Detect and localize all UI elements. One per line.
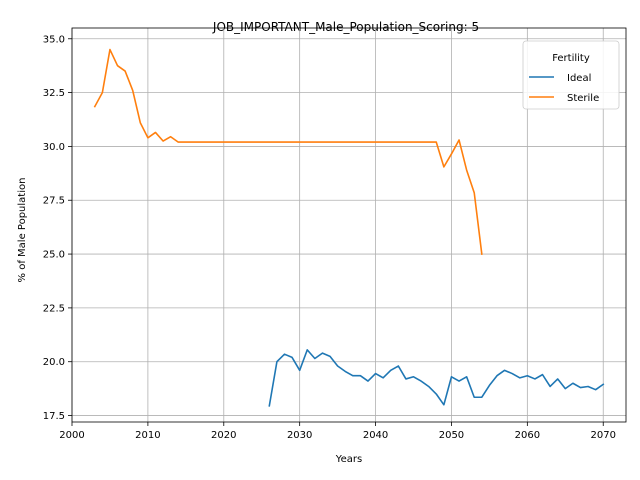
y-tick-label: 22.5 <box>43 303 65 314</box>
y-tick-label: 32.5 <box>43 88 65 99</box>
y-axis-ticks: 17.5 20.0 22.5 25.0 27.5 30.0 32.5 35.0 <box>43 34 72 422</box>
series-line-sterile <box>93 48 483 255</box>
x-tick-label: 2000 <box>59 430 84 441</box>
x-tick-label: 2070 <box>591 430 616 441</box>
legend-label-ideal: Ideal <box>567 73 591 84</box>
plot-frame <box>71 27 627 423</box>
y-tick-label: 25.0 <box>43 250 65 261</box>
chart-title: JOB_IMPORTANT_Male_Population_Scoring: 5 <box>212 20 479 34</box>
x-tick-label: 2040 <box>363 430 388 441</box>
x-tick-label: 2060 <box>515 430 540 441</box>
y-tick-label: 30.0 <box>43 142 65 153</box>
y-tick-label: 20.0 <box>43 357 65 368</box>
y-axis-label: % of Male Population <box>17 178 28 283</box>
legend: Fertility Ideal Sterile <box>522 40 620 110</box>
x-axis-ticks: 2000 2010 2020 2030 2040 2050 2060 2070 <box>59 422 616 441</box>
legend-box <box>522 40 620 110</box>
y-tick-label: 17.5 <box>43 411 65 422</box>
y-tick-label: 27.5 <box>43 196 65 207</box>
x-tick-label: 2020 <box>211 430 236 441</box>
series-line-ideal <box>268 349 605 407</box>
legend-label-sterile: Sterile <box>567 93 599 104</box>
x-axis-label: Years <box>335 454 362 465</box>
x-tick-label: 2050 <box>439 430 464 441</box>
series-lines <box>93 48 605 407</box>
x-tick-label: 2030 <box>287 430 312 441</box>
x-tick-label: 2010 <box>135 430 160 441</box>
legend-title: Fertility <box>552 53 590 64</box>
y-tick-label: 35.0 <box>43 34 65 45</box>
